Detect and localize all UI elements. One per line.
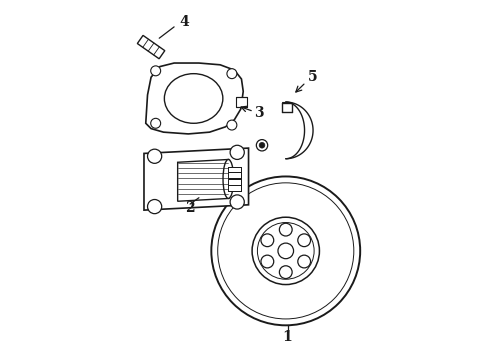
Text: 5: 5 [308,70,317,84]
Circle shape [256,140,268,151]
Bar [228,185,242,191]
Bar [236,97,247,107]
Polygon shape [178,159,229,201]
Circle shape [230,195,245,209]
Circle shape [230,145,245,159]
Circle shape [261,255,274,268]
Circle shape [261,234,274,247]
Text: 4: 4 [180,15,190,29]
Circle shape [298,234,311,247]
Polygon shape [146,63,243,134]
Circle shape [278,243,294,259]
Bar [228,179,242,185]
Polygon shape [144,148,248,210]
Text: 1: 1 [283,330,293,344]
Ellipse shape [164,74,223,123]
Circle shape [227,69,237,78]
Bar [228,172,242,177]
Circle shape [279,266,292,279]
Circle shape [298,255,311,268]
Circle shape [147,149,162,163]
Circle shape [151,118,161,128]
Bar [228,167,242,172]
Text: 3: 3 [254,105,264,120]
Circle shape [279,223,292,236]
Circle shape [227,120,237,130]
Text: 2: 2 [185,201,195,215]
Circle shape [147,199,162,214]
Polygon shape [137,35,165,59]
Circle shape [151,66,161,76]
Circle shape [259,143,265,148]
Ellipse shape [223,159,234,198]
